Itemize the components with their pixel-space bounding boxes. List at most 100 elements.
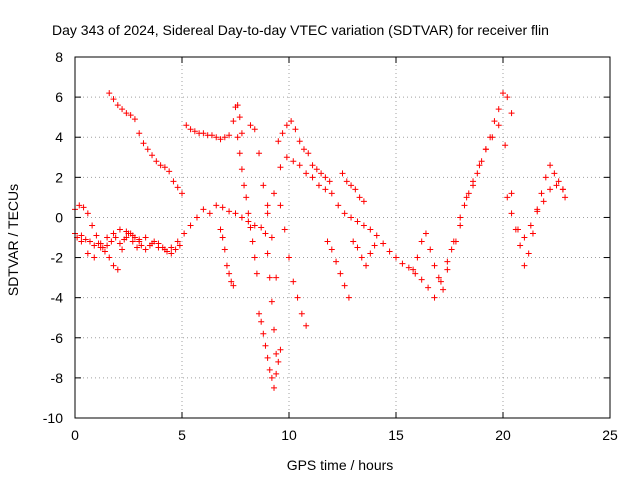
series-13 (339, 170, 367, 205)
y-tick-label: 6 (55, 89, 63, 105)
data-point (521, 262, 528, 269)
data-point (418, 276, 425, 283)
grid-lines (75, 57, 610, 418)
plot-frame (74, 56, 611, 419)
data-point (95, 240, 102, 247)
data-point (174, 238, 181, 245)
data-point (504, 94, 511, 101)
data-point (125, 230, 132, 237)
x-tick-label: 20 (495, 427, 511, 443)
data-point (76, 202, 83, 209)
data-point (495, 106, 502, 113)
data-point (418, 238, 425, 245)
data-point (80, 204, 87, 211)
data-point (138, 242, 145, 249)
data-point (149, 152, 156, 159)
data-point (221, 134, 228, 141)
data-point (529, 230, 536, 237)
data-point (228, 278, 235, 285)
data-point (258, 318, 265, 325)
data-point (328, 246, 335, 253)
data-point (238, 130, 245, 137)
data-point (461, 202, 468, 209)
data-point (101, 248, 108, 255)
data-point (251, 254, 258, 261)
data-point (241, 182, 248, 189)
y-tick-label: 2 (55, 169, 63, 185)
data-point (405, 264, 412, 271)
data-point (86, 238, 93, 245)
data-point (508, 190, 515, 197)
data-point (393, 254, 399, 261)
data-point (119, 246, 126, 253)
y-tick-label: -2 (51, 250, 64, 266)
data-point (517, 242, 524, 249)
data-point (266, 274, 273, 281)
data-point (256, 310, 263, 317)
data-point (422, 230, 429, 237)
y-axis-title: SDTVAR / TECUs (5, 184, 21, 296)
data-point (226, 208, 233, 215)
data-point (500, 90, 506, 97)
data-point (187, 126, 194, 133)
data-point (367, 226, 374, 233)
series-14 (410, 90, 515, 293)
data-point (236, 150, 243, 157)
data-point (296, 162, 303, 169)
series-10 (277, 202, 310, 329)
data-point (140, 140, 147, 147)
y-tick-label: 0 (55, 209, 63, 225)
data-point (303, 170, 310, 177)
data-point (268, 234, 275, 241)
data-point (487, 134, 494, 141)
data-point (127, 112, 134, 119)
data-point (106, 90, 113, 97)
data-point (206, 210, 213, 217)
data-point (457, 222, 464, 229)
data-point (348, 214, 355, 221)
data-point (412, 270, 419, 277)
data-point (290, 278, 297, 285)
data-point (260, 330, 267, 337)
data-point (142, 234, 149, 241)
data-point (146, 242, 153, 249)
data-point (553, 182, 560, 189)
series-3 (106, 90, 185, 197)
x-axis-title: GPS time / hours (287, 457, 394, 473)
data-point (116, 240, 123, 247)
data-point (465, 190, 472, 197)
data-point (380, 240, 387, 247)
data-point (303, 322, 310, 329)
data-point (159, 244, 166, 251)
data-point (305, 150, 312, 157)
data-point (300, 146, 307, 153)
data-point (200, 130, 207, 137)
data-point (354, 244, 361, 251)
data-point (110, 230, 117, 237)
series-7 (247, 122, 280, 281)
data-point (187, 222, 194, 229)
data-point (508, 110, 515, 117)
series-12 (324, 238, 378, 301)
data-point (116, 226, 123, 233)
series-9 (262, 230, 280, 357)
data-point (350, 238, 357, 245)
data-point (238, 214, 245, 221)
data-point (131, 234, 138, 241)
data-point (236, 114, 243, 121)
data-point (93, 232, 100, 239)
y-tick-label: -10 (43, 410, 63, 426)
y-tick-label: -8 (51, 370, 64, 386)
data-point (427, 246, 434, 253)
data-point (341, 282, 348, 289)
data-point (283, 154, 290, 161)
data-point (551, 170, 558, 177)
data-point (219, 204, 226, 211)
data-point (176, 242, 183, 249)
data-point (508, 210, 515, 217)
data-point (78, 232, 85, 239)
data-point (155, 240, 162, 247)
data-point (157, 162, 164, 169)
data-point (262, 342, 269, 349)
data-point (247, 224, 254, 231)
